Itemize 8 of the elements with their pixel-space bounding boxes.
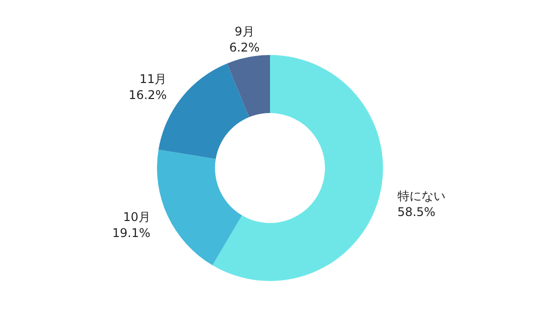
slice-label: 10月 bbox=[123, 210, 150, 224]
data-label: 16.2% bbox=[128, 88, 167, 102]
slice-label: 特にない bbox=[397, 188, 446, 203]
data-label: 6.2% bbox=[229, 40, 260, 54]
slice-label: 11月 bbox=[139, 72, 167, 86]
slice-label: 9月 bbox=[234, 24, 254, 38]
data-label: 58.5% bbox=[397, 204, 436, 219]
data-label: 19.1% bbox=[112, 226, 150, 240]
